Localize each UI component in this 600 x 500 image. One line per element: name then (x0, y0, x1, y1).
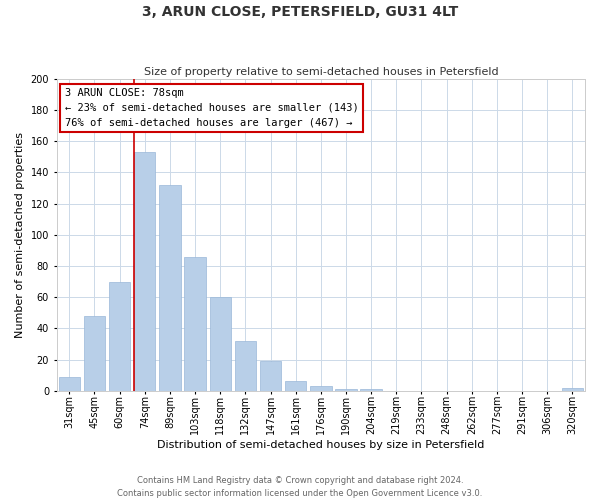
Bar (159, 185, 181, 391)
Bar (59, 376, 80, 391)
Text: Contains HM Land Registry data © Crown copyright and database right 2024.
Contai: Contains HM Land Registry data © Crown c… (118, 476, 482, 498)
X-axis label: Distribution of semi-detached houses by size in Petersfield: Distribution of semi-detached houses by … (157, 440, 485, 450)
Title: Size of property relative to semi-detached houses in Petersfield: Size of property relative to semi-detach… (143, 66, 498, 76)
Y-axis label: Number of semi-detached properties: Number of semi-detached properties (15, 132, 25, 338)
Bar (209, 297, 231, 391)
Bar (361, 389, 382, 391)
Text: 3 ARUN CLOSE: 78sqm
← 23% of semi-detached houses are smaller (143)
76% of semi-: 3 ARUN CLOSE: 78sqm ← 23% of semi-detach… (65, 88, 358, 128)
Bar (285, 382, 307, 391)
Text: 3, ARUN CLOSE, PETERSFIELD, GU31 4LT: 3, ARUN CLOSE, PETERSFIELD, GU31 4LT (142, 5, 458, 19)
Bar (235, 341, 256, 391)
Bar (260, 361, 281, 391)
Bar (134, 152, 155, 391)
Bar (84, 316, 105, 391)
Bar (335, 389, 356, 391)
Bar (562, 388, 583, 391)
Bar (310, 386, 332, 391)
Bar (184, 256, 206, 391)
Bar (109, 282, 130, 391)
